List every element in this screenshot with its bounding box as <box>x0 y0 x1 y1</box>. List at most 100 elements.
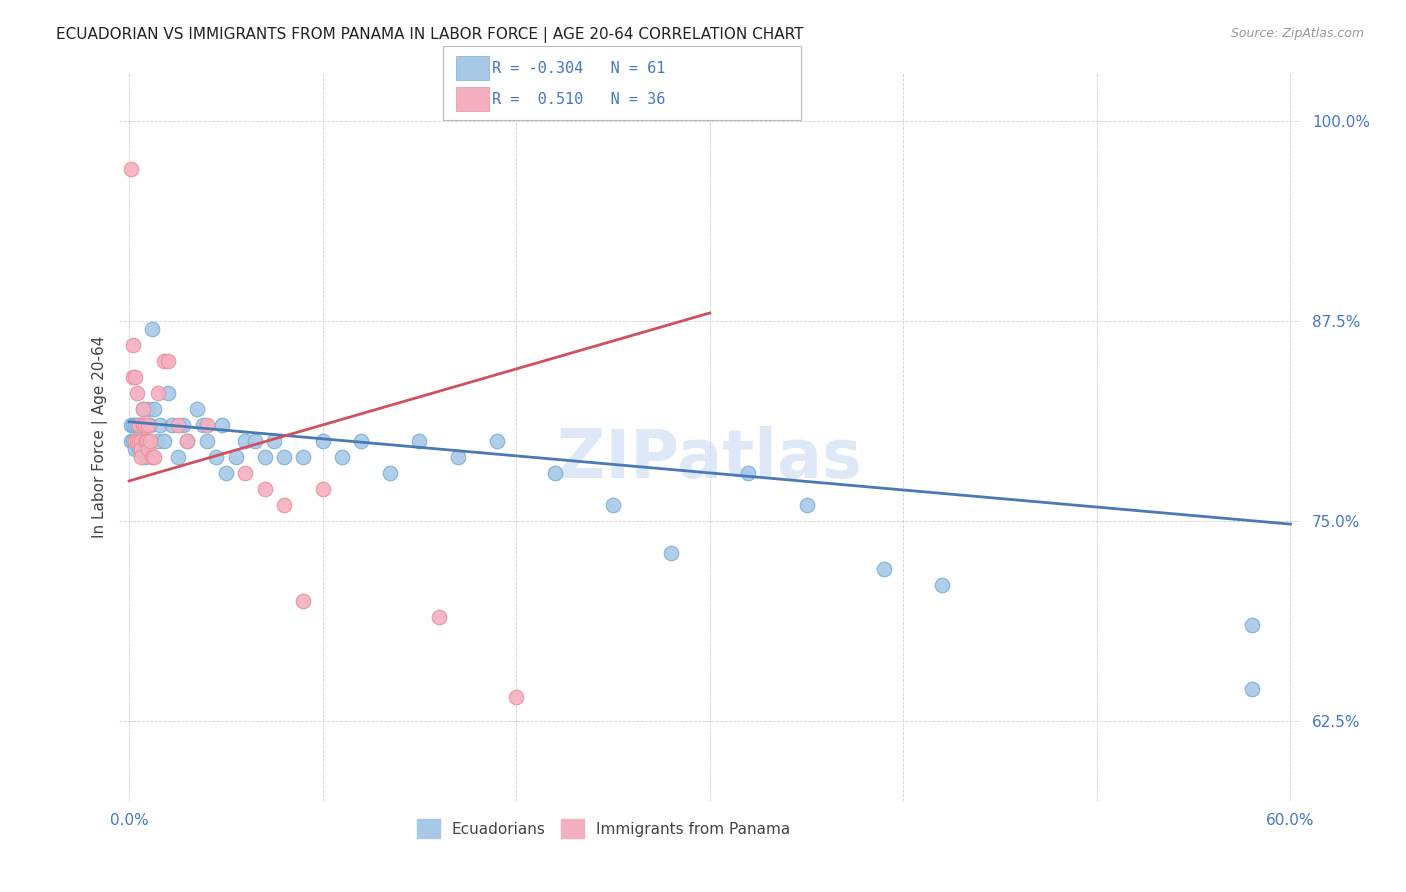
Legend: Ecuadorians, Immigrants from Panama: Ecuadorians, Immigrants from Panama <box>411 814 796 844</box>
Point <box>427 610 450 624</box>
Point <box>128 442 150 456</box>
Point <box>129 442 152 456</box>
Point <box>122 434 145 448</box>
Point <box>544 466 567 480</box>
Point <box>143 450 166 464</box>
Point <box>166 417 188 432</box>
Point <box>129 417 152 432</box>
Text: ZIPatlas: ZIPatlas <box>557 425 862 491</box>
Point <box>125 417 148 432</box>
Point <box>153 434 176 448</box>
Point <box>160 417 183 432</box>
Point <box>659 546 682 560</box>
Point <box>233 434 256 448</box>
Point <box>263 434 285 448</box>
Point <box>408 434 430 448</box>
Point <box>176 434 198 448</box>
Point <box>330 450 353 464</box>
Point <box>138 417 160 432</box>
Point <box>129 434 152 448</box>
Point <box>120 417 142 432</box>
Point <box>176 434 198 448</box>
Point <box>124 434 146 448</box>
Point <box>122 370 145 384</box>
Point <box>195 434 218 448</box>
Point <box>311 434 333 448</box>
Point <box>211 417 233 432</box>
Point <box>273 450 295 464</box>
Point <box>243 434 266 448</box>
Point <box>135 434 157 448</box>
Text: R = -0.304   N = 61: R = -0.304 N = 61 <box>492 62 665 77</box>
Point <box>120 161 142 176</box>
Point <box>135 434 157 448</box>
Point <box>292 450 315 464</box>
Point <box>139 417 162 432</box>
Point <box>129 434 152 448</box>
Point <box>485 434 508 448</box>
Point <box>139 434 162 448</box>
Point <box>172 417 194 432</box>
Point <box>146 386 169 401</box>
Point <box>128 417 150 432</box>
Point <box>131 434 153 448</box>
Point <box>134 417 156 432</box>
Point <box>149 417 172 432</box>
Point <box>124 417 146 432</box>
Point <box>253 482 276 496</box>
Point <box>1240 618 1263 632</box>
Point <box>138 442 160 456</box>
Point <box>156 386 179 401</box>
Point <box>447 450 470 464</box>
Point <box>131 417 153 432</box>
Point <box>737 466 759 480</box>
Point <box>796 498 818 512</box>
Point <box>195 417 218 432</box>
Point <box>505 690 527 704</box>
Point <box>380 466 402 480</box>
Point <box>191 417 214 432</box>
Point <box>135 434 157 448</box>
Point <box>138 401 160 416</box>
Text: R =  0.510   N = 36: R = 0.510 N = 36 <box>492 92 665 107</box>
Point <box>153 354 176 368</box>
Point <box>124 370 146 384</box>
Point <box>141 450 163 464</box>
Point <box>128 434 150 448</box>
Point <box>129 450 152 464</box>
Point <box>131 401 153 416</box>
Text: Source: ZipAtlas.com: Source: ZipAtlas.com <box>1230 27 1364 40</box>
Point <box>134 450 156 464</box>
Point <box>125 434 148 448</box>
Point <box>1240 681 1263 696</box>
Point <box>233 466 256 480</box>
Point <box>122 417 145 432</box>
Point <box>124 434 146 448</box>
Point <box>128 417 150 432</box>
Point <box>166 450 188 464</box>
Point <box>146 434 169 448</box>
Point <box>125 434 148 448</box>
Point <box>253 450 276 464</box>
Point <box>273 498 295 512</box>
Point <box>931 578 953 592</box>
Point <box>141 322 163 336</box>
Text: ECUADORIAN VS IMMIGRANTS FROM PANAMA IN LABOR FORCE | AGE 20-64 CORRELATION CHAR: ECUADORIAN VS IMMIGRANTS FROM PANAMA IN … <box>56 27 804 43</box>
Y-axis label: In Labor Force | Age 20-64: In Labor Force | Age 20-64 <box>93 335 108 538</box>
Point <box>873 562 896 576</box>
Point <box>292 594 315 608</box>
Point <box>124 442 146 456</box>
Point <box>350 434 373 448</box>
Point <box>138 434 160 448</box>
Point <box>205 450 228 464</box>
Point <box>134 434 156 448</box>
Point <box>215 466 238 480</box>
Point <box>156 354 179 368</box>
Point <box>125 386 148 401</box>
Point <box>602 498 624 512</box>
Point <box>225 450 247 464</box>
Point <box>134 434 156 448</box>
Point <box>311 482 333 496</box>
Point <box>122 338 145 352</box>
Point <box>128 434 150 448</box>
